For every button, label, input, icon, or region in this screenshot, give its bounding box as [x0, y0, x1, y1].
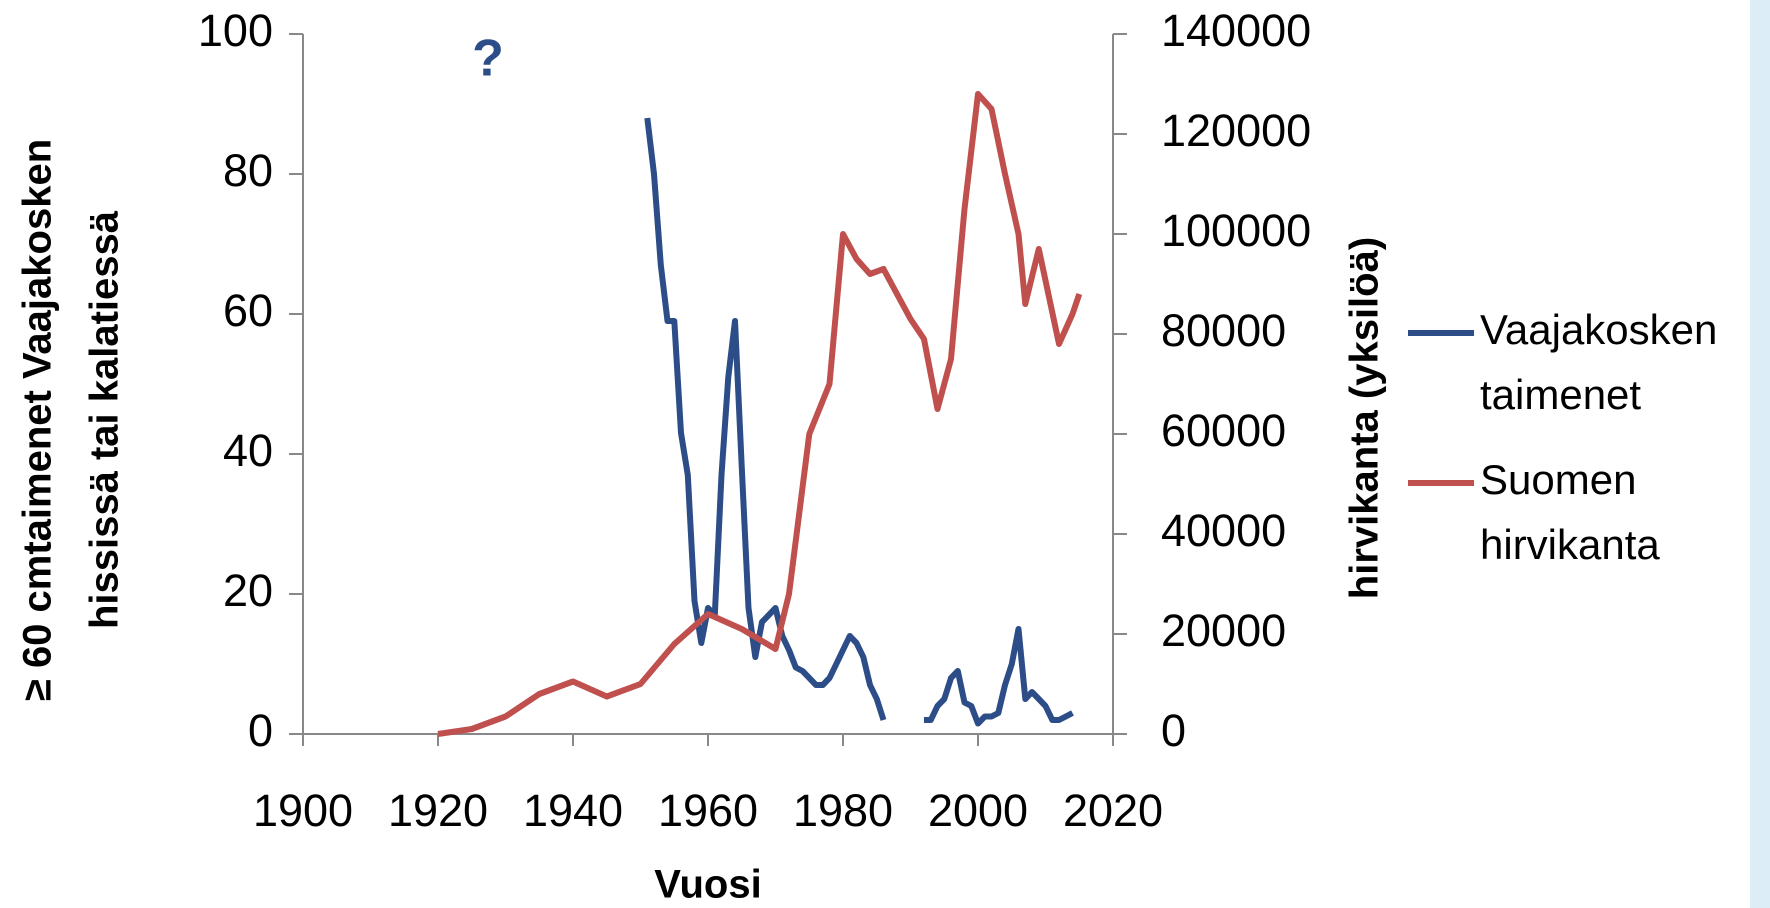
y2-tick-label: 80000: [1161, 305, 1286, 356]
annotation: ?: [472, 30, 504, 88]
x-tick-label: 1960: [658, 785, 758, 836]
x-tick-label: 2000: [928, 785, 1028, 836]
y2-tick-label: 120000: [1161, 105, 1311, 156]
x-tick-label: 1940: [523, 785, 623, 836]
y-tick-label: 100: [198, 5, 273, 56]
y-tick-label: 60: [223, 285, 273, 336]
y2-tick-label: 20000: [1161, 605, 1286, 656]
y2-tick-label: 100000: [1161, 205, 1311, 256]
y2-tick-label: 0: [1161, 705, 1186, 756]
y-tick-label: 0: [248, 705, 273, 756]
y-tick-label: 20: [223, 565, 273, 616]
y-axis-label: hississä tai kalatiessä: [83, 210, 127, 629]
y2-tick-label: 60000: [1161, 405, 1286, 456]
x-tick-label: 1900: [253, 785, 353, 836]
x-tick-label: 1980: [793, 785, 893, 836]
x-tick-label: 2020: [1063, 785, 1163, 836]
series-line: [437, 91, 1083, 737]
y-tick-label: 40: [223, 425, 273, 476]
y2-tick-label: 140000: [1161, 5, 1311, 56]
series-line: [644, 117, 1074, 727]
y2-axis-label: hirvikanta (yksilöä): [1343, 237, 1387, 599]
y2-tick-label: 40000: [1161, 505, 1286, 556]
y-tick-label: 80: [223, 145, 273, 196]
legend-label: Vaajakosken taimenet: [1480, 306, 1717, 418]
y-axis-label: ≥ 60 cmtaimenet Vaajakosken: [16, 139, 60, 701]
legend-label: Suomen hirvikanta: [1480, 456, 1660, 568]
x-axis-label: Vuosi: [654, 863, 761, 907]
frame-edge: [1750, 0, 1770, 908]
x-tick-label: 1920: [388, 785, 488, 836]
